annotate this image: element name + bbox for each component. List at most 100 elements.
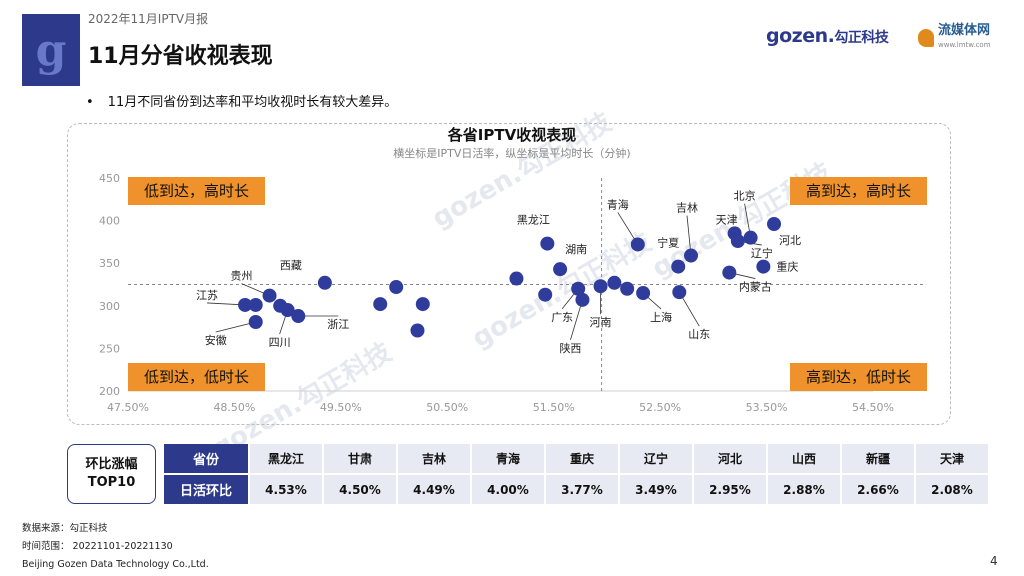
scatter-point (238, 297, 253, 312)
scatter-point (415, 297, 430, 312)
table-cell-province: 重庆 (546, 444, 620, 475)
x-tick-label: 50.50% (426, 401, 468, 414)
table-cell-province: 甘肃 (324, 444, 398, 475)
scatter-point (575, 292, 590, 307)
top10-table: 省份 黑龙江 甘肃 吉林 青海 重庆 辽宁 河北 山西 新疆 天津 日活环比 4.53% 4.50%… (164, 444, 990, 506)
gozen-brand-logo: gozen.勾正科技 (766, 25, 889, 47)
scatter-point (636, 286, 651, 301)
bullet-dot: • (86, 95, 94, 110)
row-header-provinces: 省份 (164, 444, 250, 475)
chart-frame (67, 123, 951, 425)
data-label: 浙江 (327, 318, 349, 331)
table-cell-province: 青海 (472, 444, 546, 475)
scatter-point (743, 230, 758, 245)
scatter-point (620, 281, 635, 296)
table-cell-value: 4.49% (398, 475, 472, 506)
scatter-point (672, 285, 687, 300)
scatter-point (671, 259, 686, 274)
table-cell-value: 3.49% (620, 475, 694, 506)
y-tick-label: 400 (99, 215, 120, 228)
data-label: 河北 (779, 234, 801, 247)
top10-title-box: 环比涨幅 TOP10 (67, 444, 156, 504)
footer-source: 数据来源：勾正科技 (22, 523, 108, 534)
quadrant-label-text: 高到达，高时长 (806, 182, 911, 200)
scatter-point (767, 217, 782, 232)
row-header-values: 日活环比 (164, 475, 250, 506)
gozen-logo: g (22, 14, 80, 86)
scatter-point (509, 271, 524, 286)
y-tick-label: 250 (99, 342, 120, 355)
table-cell-value: 3.77% (546, 475, 620, 506)
table-cell-value: 2.95% (694, 475, 768, 506)
data-label: 山东 (688, 328, 710, 341)
data-label: 河南 (590, 316, 612, 329)
scatter-point (756, 259, 771, 274)
lmtw-brand-logo: 流媒体网 www.lmtw.com (918, 24, 991, 52)
data-label: 辽宁 (751, 246, 773, 260)
gozen-brand-cn: 勾正科技 (834, 30, 889, 46)
data-label: 陕西 (559, 341, 581, 355)
page-number: 4 (990, 554, 998, 568)
quadrant-label-bg (790, 177, 927, 205)
data-label: 西藏 (280, 259, 302, 272)
quadrant-label-bottom-left: 低到达，低时长 (128, 363, 265, 391)
data-label: 天津 (716, 213, 738, 226)
chart-title: 各省IPTV收视表现 (447, 126, 576, 144)
data-label: 北京 (734, 189, 756, 203)
quadrant-label-text: 高到达，低时长 (806, 368, 911, 386)
table-row-values: 日活环比 4.53% 4.50% 4.49% 4.00% 3.77% 3.49% 2.95%… (164, 475, 990, 506)
scatter-point (248, 297, 263, 312)
scatter-point (538, 287, 553, 302)
scatter-point (730, 234, 745, 249)
scatter-point (389, 280, 404, 295)
quadrant-label-bg (790, 363, 927, 391)
table-cell-province: 辽宁 (620, 444, 694, 475)
x-tick-label: 54.50% (852, 401, 894, 414)
summary-text: 11月不同省份到达率和平均收视时长有较大差异。 (107, 95, 398, 110)
y-tick-label: 300 (99, 300, 120, 313)
y-tick-label: 450 (99, 172, 120, 185)
footer-company: Beijing Gozen Data Technology Co.,Ltd. (22, 559, 209, 570)
table-cell-province: 山西 (768, 444, 842, 475)
data-label: 广东 (551, 311, 573, 324)
scatter-point (410, 323, 425, 338)
lmtw-logo-icon (918, 29, 934, 47)
scatter-point (722, 265, 737, 280)
data-label: 宁夏 (657, 236, 679, 250)
table-cell-value: 4.53% (250, 475, 324, 506)
data-label: 上海 (650, 310, 672, 324)
quadrant-label-bottom-right: 高到达，低时长 (790, 363, 927, 391)
table-cell-province: 新疆 (842, 444, 916, 475)
page-title: 11月分省收视表现 (88, 44, 273, 69)
scatter-chart: 各省IPTV收视表现 横坐标是IPTV日活率，纵坐标是平均时长（分钟) 200 2… (99, 126, 927, 414)
scatter-point (280, 303, 295, 318)
lmtw-brand-url: www.lmtw.com (938, 41, 991, 49)
data-label: 湖南 (565, 243, 587, 256)
x-tick-label: 53.50% (746, 401, 788, 414)
scatter-point (248, 314, 263, 329)
quadrant-label-top-left: 低到达，高时长 (128, 177, 265, 205)
scatter-point (571, 281, 586, 296)
quadrant-label-text: 低到达，高时长 (144, 182, 249, 200)
scatter-point (684, 248, 699, 263)
x-tick-label: 49.50% (320, 401, 362, 414)
summary-bullet: • 11月不同省份到达率和平均收视时长有较大差异。 (86, 91, 397, 110)
lmtw-brand-text: 流媒体网 (938, 23, 991, 38)
table-cell-province: 黑龙江 (250, 444, 324, 475)
gozen-brand-text: gozen. (766, 25, 835, 47)
table-row-provinces: 省份 黑龙江 甘肃 吉林 青海 重庆 辽宁 河北 山西 新疆 天津 (164, 444, 990, 475)
quadrant-label-top-right: 高到达，高时长 (790, 177, 927, 205)
table-cell-value: 2.88% (768, 475, 842, 506)
top10-title-line1: 环比涨幅 (85, 457, 138, 472)
quadrant-label-bg (128, 363, 265, 391)
table-cell-province: 河北 (694, 444, 768, 475)
y-tick-label: 350 (99, 257, 120, 270)
scatter-point (373, 297, 388, 312)
x-tick-label: 47.50% (107, 401, 149, 414)
table-cell-value: 4.00% (472, 475, 546, 506)
data-label: 四川 (269, 336, 291, 349)
data-label: 青海 (607, 197, 629, 211)
chart-subtitle: 横坐标是IPTV日活率，纵坐标是平均时长（分钟) (393, 146, 630, 160)
data-label: 安徽 (205, 333, 227, 347)
scatter-point (630, 237, 645, 252)
